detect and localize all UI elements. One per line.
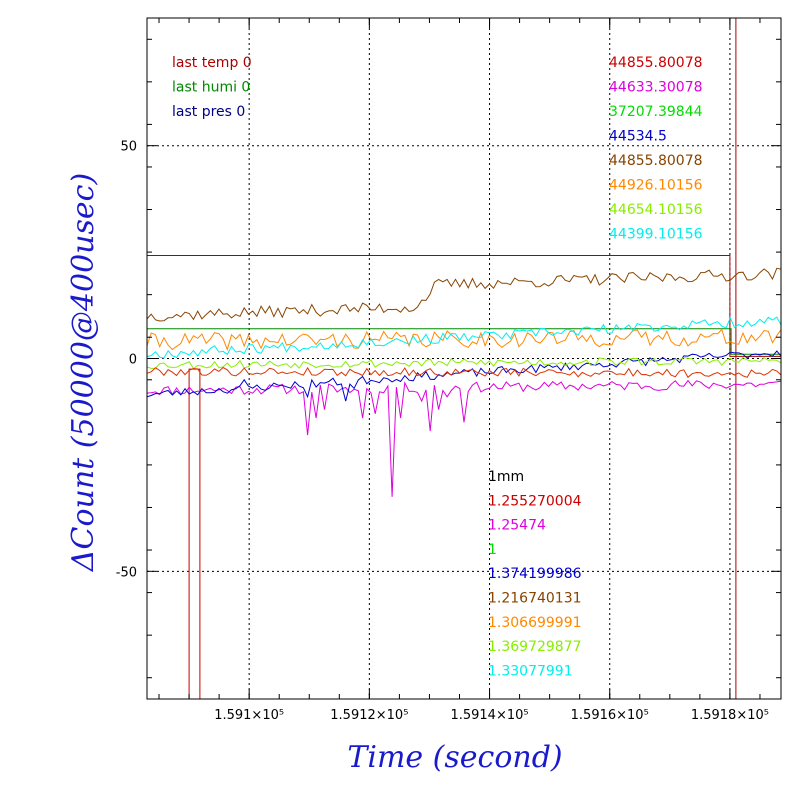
legend-entry: last humi 0: [172, 80, 250, 96]
axis-ticks: 1.591×10⁵ 1.5912×10⁵ 1.5914×10⁵ 1.5916×10⁵ 1…: [116, 18, 781, 723]
x-axis-label: Time (second): [347, 740, 562, 775]
legend-entry: 44855.80078: [609, 55, 703, 71]
y-tick-label: 0: [129, 353, 137, 368]
legend-entry: 37207.39844: [609, 104, 703, 120]
legend-bottom: 1mm 1.255270004 1.25474 1 1.374199986 1.21674…: [488, 469, 582, 679]
y-axis-label: ΔCount (50000@400usec): [66, 173, 101, 572]
legend-entry: 1.306699991: [488, 615, 582, 631]
series-line: [188, 368, 201, 699]
legend-entry: 1.25474: [488, 518, 546, 534]
x-tick-label: 1.5912×10⁵: [330, 708, 408, 723]
series-line: [147, 366, 781, 379]
x-tick-label: 1.5914×10⁵: [450, 708, 528, 723]
series-line: [147, 316, 781, 359]
y-tick-label: 50: [120, 140, 137, 155]
series-line: [147, 328, 781, 351]
legend-entry: 44926.10156: [609, 178, 703, 194]
series-line: [147, 267, 781, 322]
legend-entry: 44534.5: [609, 129, 667, 145]
legend-entry: 44654.10156: [609, 202, 703, 218]
legend-entry: 44855.80078: [609, 153, 703, 169]
series-line: [147, 356, 781, 370]
legend-top-left: last temp 0 last humi 0 last pres 0: [172, 55, 252, 120]
legend-entry: 1.33077991: [488, 663, 573, 679]
legend-entry: 1mm: [488, 469, 524, 485]
grid: [147, 18, 781, 699]
series-line: [147, 350, 781, 402]
legend-entry: last pres 0: [172, 104, 245, 120]
x-tick-label: 1.591×10⁵: [214, 708, 284, 723]
legend-entry: 1.255270004: [488, 493, 582, 509]
legend-top-right: 44855.80078 44633.30078 37207.39844 44534.5…: [609, 55, 703, 243]
legend-entry: 1.369729877: [488, 639, 582, 655]
legend-entry: 44399.10156: [609, 227, 703, 243]
series-line: [147, 379, 781, 497]
legend-entry: 1: [488, 542, 497, 558]
series-layer: [147, 18, 781, 699]
legend-entry: 1.216740131: [488, 591, 582, 607]
x-tick-label: 1.5916×10⁵: [571, 708, 649, 723]
series-line: [147, 255, 781, 357]
x-tick-label: 1.5918×10⁵: [691, 708, 769, 723]
legend-entry: 1.374199986: [488, 566, 582, 582]
y-tick-label: -50: [116, 565, 137, 580]
legend-entry: last temp 0: [172, 55, 252, 71]
legend-entry: 44633.30078: [609, 80, 703, 96]
